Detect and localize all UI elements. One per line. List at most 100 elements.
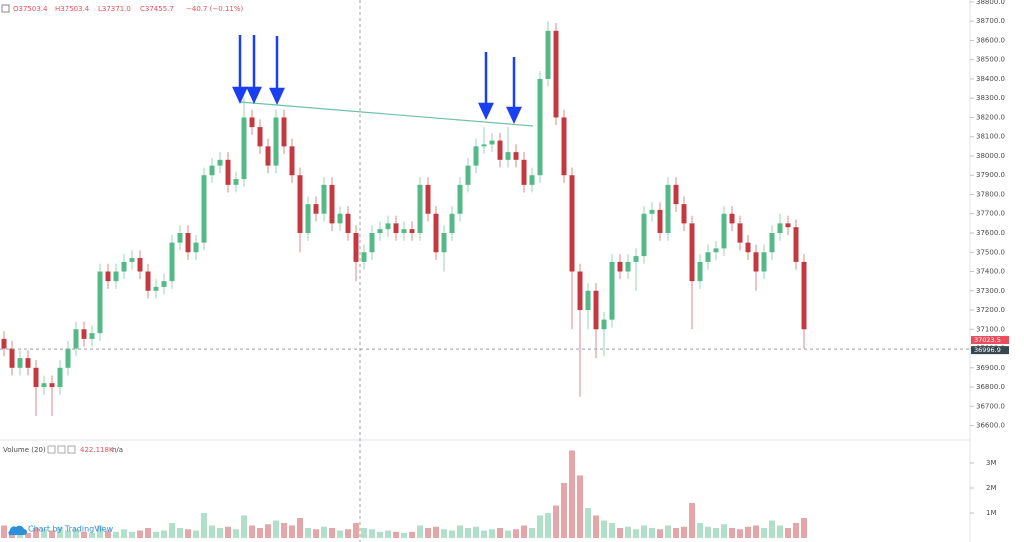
volume-bar [153, 531, 159, 538]
volume-bar [569, 450, 575, 538]
candle-body [65, 348, 71, 368]
y-tick-label: 38600.0 [976, 36, 1005, 44]
candle-body [129, 258, 135, 262]
candle-body [553, 30, 559, 118]
volume-icon[interactable] [57, 445, 66, 454]
volume-bar [81, 531, 87, 538]
volume-bar [313, 529, 319, 538]
candle-body [113, 271, 119, 282]
y-tick-label: 37400.0 [976, 268, 1005, 276]
candle-body [801, 261, 807, 330]
candle-body [529, 175, 535, 185]
volume-bar [753, 525, 759, 538]
volume-bar [449, 530, 455, 538]
candle-body [425, 184, 431, 214]
price-label: 37023.5 [974, 336, 1001, 344]
volume-bar [737, 529, 743, 538]
candle-body [297, 175, 303, 233]
volume-bar [505, 530, 511, 538]
volume-bar [345, 529, 351, 538]
volume-bar [705, 526, 711, 538]
price-label: 36996.9 [974, 346, 1001, 354]
volume-bar [161, 530, 167, 538]
candle-body [713, 248, 719, 253]
volume-bar [609, 523, 615, 538]
volume-bar [145, 528, 151, 538]
volume-bar [97, 525, 103, 538]
volume-bar [457, 525, 463, 538]
volume-bar [489, 529, 495, 538]
candle-body [737, 223, 743, 243]
candle-body [89, 333, 95, 339]
volume-bar [585, 508, 591, 538]
candle-body [761, 252, 767, 272]
volume-bar [393, 531, 399, 538]
candle-body [241, 117, 247, 180]
candle-body [225, 159, 231, 185]
volume-bar [681, 526, 687, 538]
candle-body [369, 232, 375, 253]
volume-bar [465, 528, 471, 538]
volume-bar [513, 529, 519, 538]
candle-body [169, 242, 175, 282]
candle-body [513, 152, 519, 160]
candle-body [353, 232, 359, 262]
y-tick-label: 36900.0 [976, 364, 1005, 372]
y-tick-label: 36600.0 [976, 422, 1005, 430]
collapse-icon[interactable] [1, 4, 10, 13]
arrow-head [269, 87, 285, 105]
y-tick-label: 38300.0 [976, 94, 1005, 102]
candle-body [561, 117, 567, 176]
y-tick-label: 37700.0 [976, 210, 1005, 218]
candle-body [257, 127, 263, 147]
volume-bar [593, 515, 599, 538]
candle-body [585, 290, 591, 311]
volume-bar [689, 503, 695, 538]
volume-title: Volume (20) [3, 446, 46, 454]
volume-bar [697, 523, 703, 538]
candle-body [329, 184, 335, 224]
y-tick-label: 38400.0 [976, 75, 1005, 83]
volume-bar [169, 523, 175, 538]
candle-body [753, 252, 759, 272]
candle-body [153, 286, 159, 291]
candle-body [649, 209, 655, 214]
candle-body [633, 256, 639, 262]
candle-body [393, 223, 399, 233]
candle-body [121, 261, 127, 272]
volume-bar [537, 515, 543, 538]
volume-bar [225, 526, 231, 538]
volume-icon[interactable] [67, 445, 76, 454]
candle-body [1, 338, 7, 349]
candle-body [401, 229, 407, 233]
candle-body [417, 184, 423, 233]
candle-body [625, 261, 631, 272]
volume-bar [657, 529, 663, 538]
candle-body [345, 213, 351, 233]
volume-bar [201, 513, 207, 538]
candle-body [281, 117, 287, 147]
candle-body [177, 232, 183, 243]
arrow-head [478, 102, 494, 120]
volume-bar [25, 533, 31, 538]
volume-bar [177, 528, 183, 538]
header-high: H37503.4 [55, 5, 90, 13]
candle-body [209, 165, 215, 176]
volume-bar [105, 530, 111, 538]
candle-body [721, 213, 727, 249]
candle-body [57, 367, 63, 388]
volume-tick-label: 3M [986, 459, 997, 467]
credit[interactable]: Chart by TradingView [28, 525, 114, 534]
candle-body [193, 242, 199, 253]
header-close: C37455.7 [140, 5, 174, 13]
candle-body [641, 213, 647, 257]
volume-bar [33, 528, 39, 538]
candle-body [201, 175, 207, 243]
candle-body [409, 229, 415, 233]
volume-bar [193, 530, 199, 538]
volume-bar [529, 528, 535, 538]
volume-bar [721, 524, 727, 538]
volume-icon[interactable] [47, 445, 56, 454]
price-label-box [971, 336, 1009, 345]
